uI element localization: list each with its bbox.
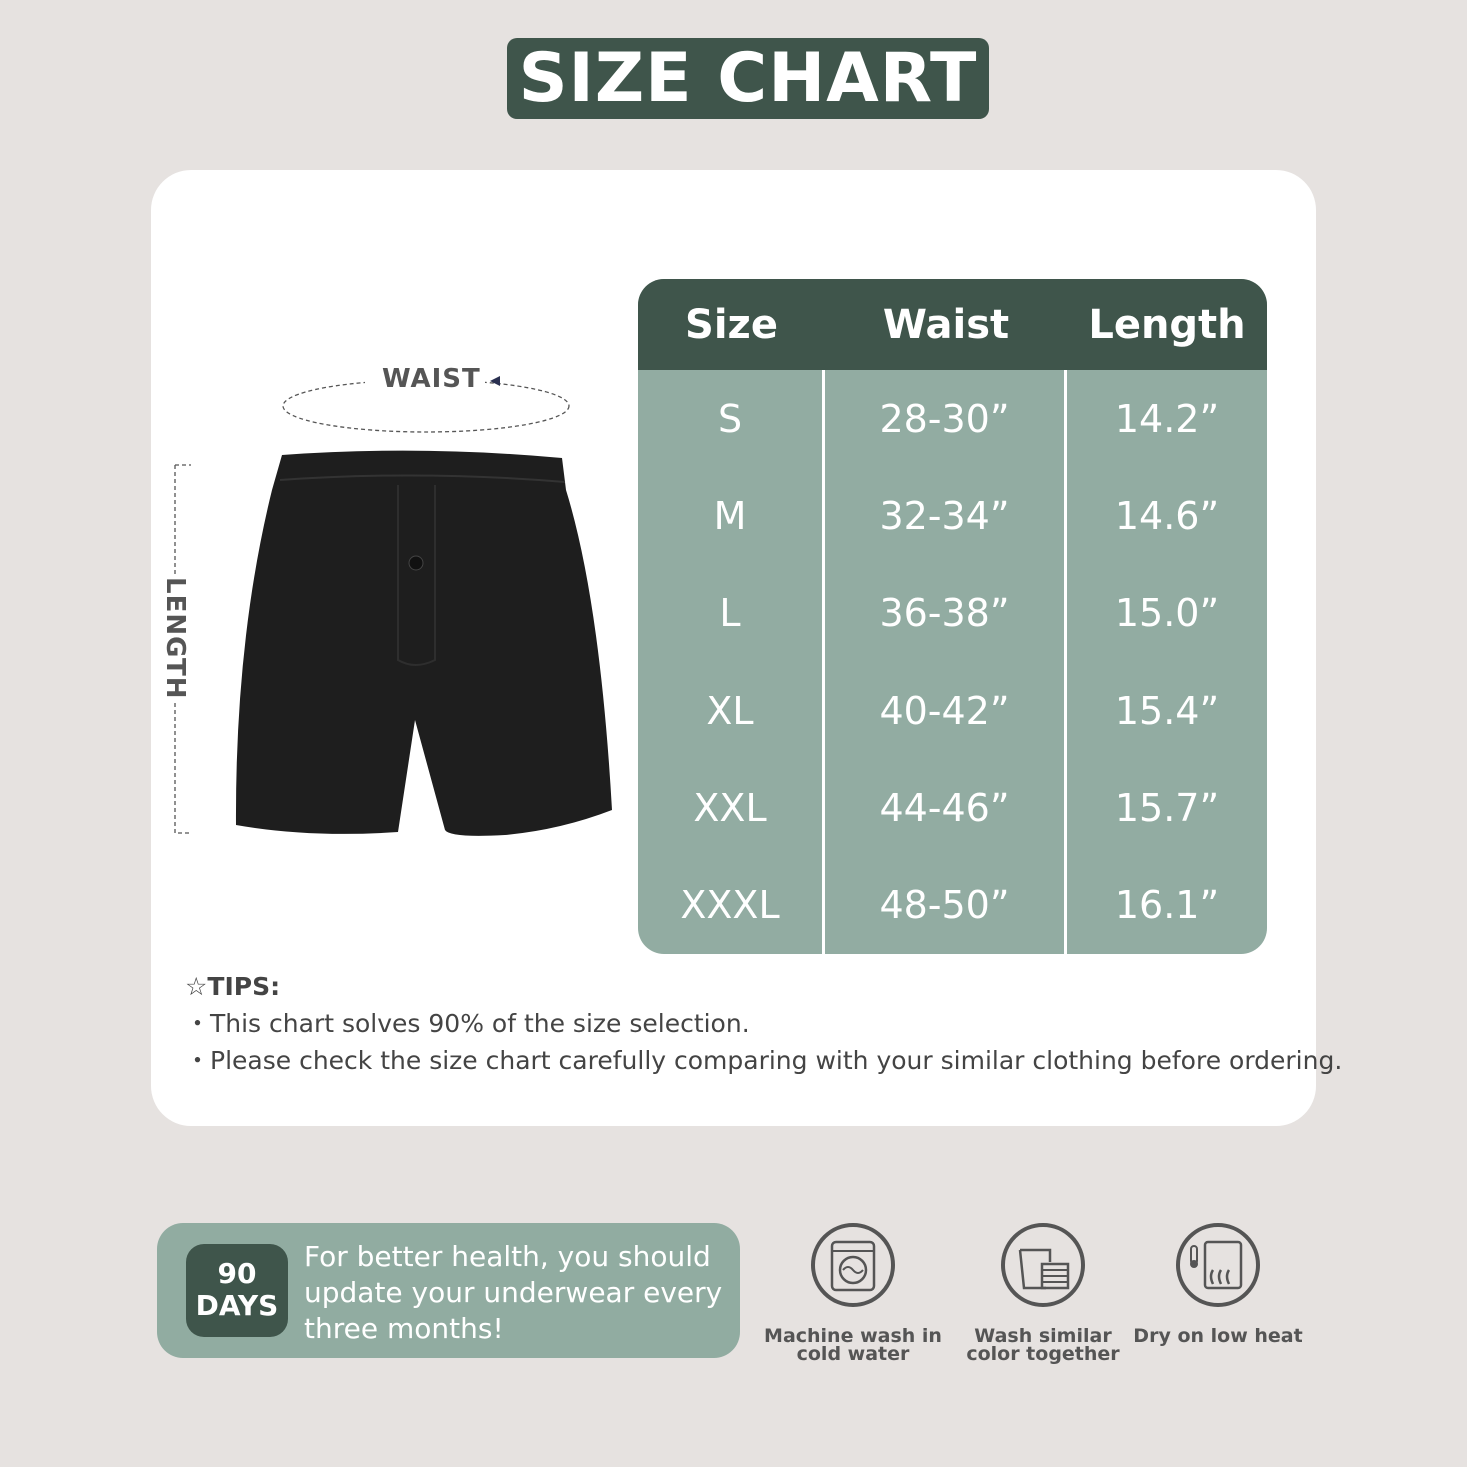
tips: ☆TIPS: ・This chart solves 90% of the siz…: [185, 968, 1342, 1079]
waist-column: 28-30” 32-34” 36-38” 40-42” 44-46” 48-50…: [825, 370, 1067, 954]
length-cell: 15.0”: [1114, 591, 1220, 636]
tips-heading: ☆TIPS:: [185, 972, 281, 1001]
size-cell: S: [717, 396, 743, 441]
days-badge: 90 DAYS: [186, 1244, 288, 1337]
size-cell: L: [719, 591, 741, 636]
length-cell: 14.6”: [1114, 493, 1220, 538]
length-column: 14.2” 14.6” 15.0” 15.4” 15.7” 16.1”: [1067, 370, 1267, 954]
header-length: Length: [1088, 301, 1246, 348]
badge-text: For better health, you should update you…: [304, 1240, 723, 1345]
care-label: Dry on low heat: [1133, 1325, 1303, 1347]
waist-cell: 32-34”: [879, 493, 1010, 538]
care-item: Dry on low heat: [1128, 1222, 1308, 1347]
size-cell: XXXL: [680, 883, 780, 928]
size-table: Size Waist Length S M L XL XXL XXXL 28-3…: [638, 279, 1267, 954]
length-label: LENGTH: [160, 577, 190, 700]
care-label: Wash similar color together: [966, 1325, 1120, 1365]
care-label: Machine wash in cold water: [764, 1325, 942, 1365]
length-cell: 15.4”: [1114, 688, 1220, 733]
waist-cell: 44-46”: [879, 785, 1010, 830]
size-column: S M L XL XXL XXXL: [638, 370, 825, 954]
dryer-low-heat-icon: [1176, 1223, 1260, 1307]
shorts-image: [235, 450, 612, 836]
care-item: Machine wash in cold water: [763, 1222, 943, 1365]
days-unit: DAYS: [195, 1289, 279, 1322]
length-cell: 16.1”: [1114, 883, 1220, 928]
waist-cell: 28-30”: [879, 396, 1010, 441]
waist-label: WAIST: [382, 364, 481, 394]
header-waist: Waist: [882, 301, 1010, 348]
size-cell: XXL: [693, 785, 767, 830]
header-size: Size: [685, 301, 778, 348]
replacement-badge: 90 DAYS For better health, you should up…: [157, 1223, 740, 1358]
size-cell: XL: [706, 688, 754, 733]
page-title: SIZE CHART: [507, 38, 989, 119]
care-item: Wash similar color together: [953, 1222, 1133, 1365]
length-cell: 15.7”: [1114, 785, 1220, 830]
length-cell: 14.2”: [1114, 396, 1220, 441]
tip-item: ・Please check the size chart carefully c…: [185, 1046, 1343, 1075]
table-header: Size Waist Length: [638, 279, 1267, 370]
arrow-icon: [490, 376, 500, 386]
size-cell: M: [713, 493, 747, 538]
waist-cell: 48-50”: [879, 883, 1010, 928]
shorts-diagram: [165, 370, 612, 836]
days-number: 90: [217, 1257, 257, 1290]
waist-cell: 40-42”: [879, 688, 1010, 733]
washing-machine-icon: [811, 1223, 895, 1307]
laundry-basket-icon: [1001, 1223, 1085, 1307]
tip-item: ・This chart solves 90% of the size selec…: [185, 1009, 750, 1038]
waist-cell: 36-38”: [879, 591, 1010, 636]
